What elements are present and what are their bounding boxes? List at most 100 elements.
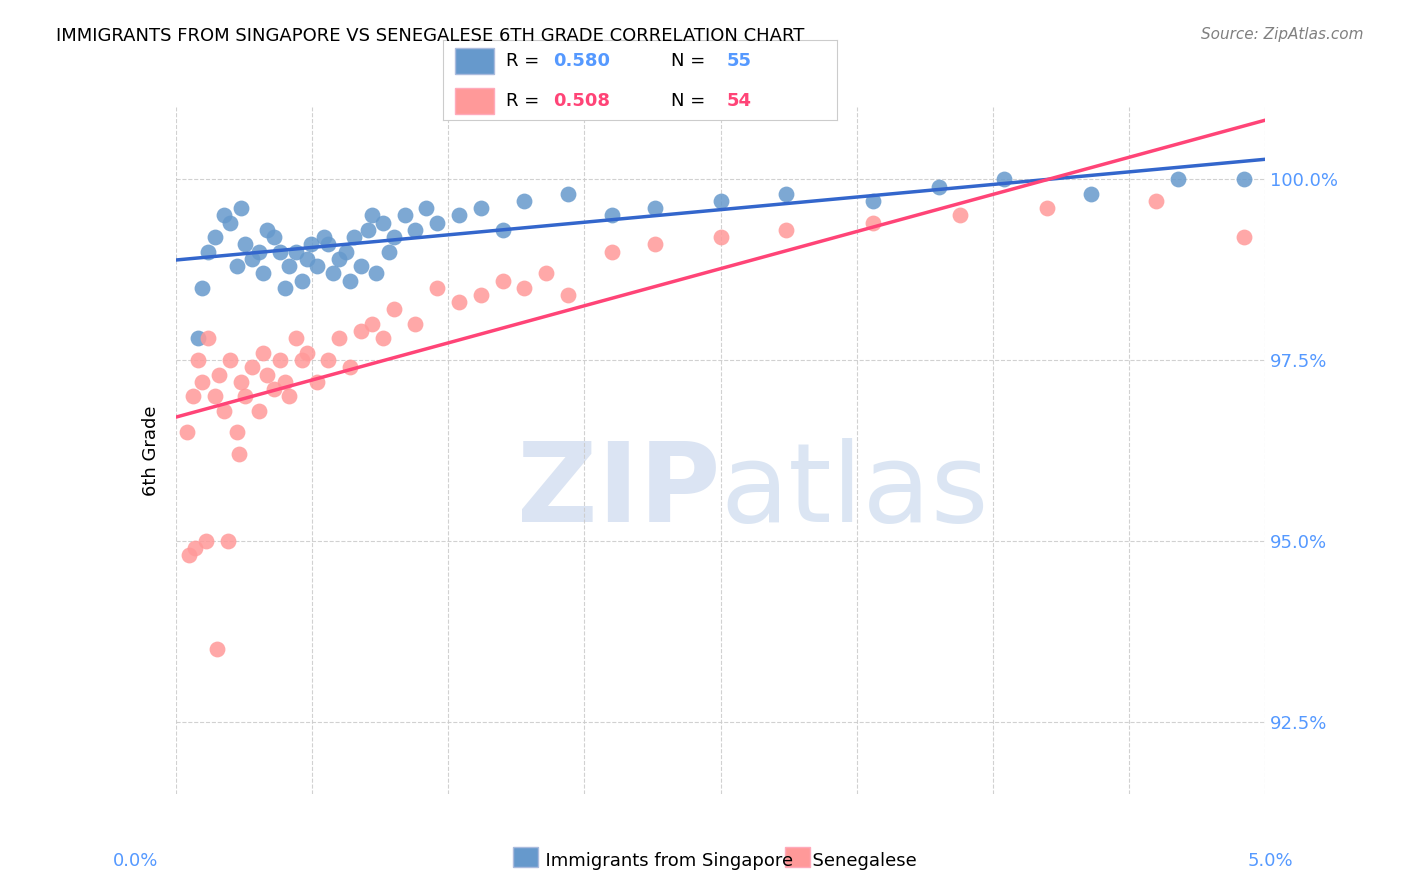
Point (240, 252, 263, 266)
Point (284, 331, 307, 345)
Point (312, 230, 335, 244)
Point (513, 194, 536, 208)
Text: Source: ZipAtlas.com: Source: ZipAtlas.com (1201, 27, 1364, 42)
Point (405, 223, 427, 237)
Point (600, 209, 623, 223)
Point (557, 186, 579, 201)
Point (186, 353, 209, 368)
Point (247, 403, 270, 417)
Point (231, 201, 253, 215)
Point (382, 302, 405, 317)
Point (328, 331, 350, 345)
Point (291, 353, 314, 368)
Text: ZIP: ZIP (517, 438, 721, 545)
Point (219, 353, 242, 368)
FancyBboxPatch shape (454, 88, 494, 114)
Text: R =: R = (506, 52, 546, 70)
Point (307, 259, 329, 273)
Point (205, 642, 228, 657)
Point (252, 346, 274, 360)
Point (470, 288, 492, 302)
Point (343, 230, 366, 244)
Text: 0.508: 0.508 (553, 92, 610, 110)
Point (177, 549, 200, 563)
Point (356, 223, 378, 237)
Point (928, 179, 950, 194)
Text: 5.0%: 5.0% (1249, 852, 1294, 870)
Point (204, 230, 226, 244)
Point (278, 259, 301, 273)
Point (1146, 194, 1168, 208)
Point (366, 266, 388, 280)
Point (240, 360, 263, 375)
Point (195, 533, 218, 548)
Point (513, 281, 536, 295)
Point (263, 382, 285, 396)
Point (949, 209, 972, 223)
Y-axis label: 6th Grade: 6th Grade (142, 405, 160, 496)
Point (295, 346, 318, 360)
Point (208, 368, 231, 382)
Point (600, 244, 623, 259)
Text: IMMIGRANTS FROM SINGAPORE VS SENEGALESE 6TH GRADE CORRELATION CHART: IMMIGRANTS FROM SINGAPORE VS SENEGALESE … (56, 27, 804, 45)
Point (470, 201, 492, 215)
Point (361, 317, 384, 331)
Point (184, 541, 207, 555)
Point (219, 216, 242, 230)
Point (176, 425, 198, 440)
Text: 0.580: 0.580 (553, 52, 610, 70)
Point (307, 375, 329, 389)
Point (1167, 172, 1189, 186)
Point (710, 230, 733, 244)
Point (197, 331, 219, 345)
Point (775, 186, 797, 201)
Point (644, 237, 666, 252)
Point (862, 194, 884, 208)
Point (269, 244, 291, 259)
Point (278, 389, 301, 403)
Point (217, 533, 239, 548)
Point (318, 353, 340, 368)
Point (231, 375, 253, 389)
Point (710, 194, 733, 208)
Point (228, 447, 250, 461)
Point (534, 266, 557, 280)
Text: 0.0%: 0.0% (112, 852, 157, 870)
Point (247, 244, 270, 259)
Point (492, 274, 515, 288)
Point (181, 389, 204, 403)
Point (1080, 186, 1102, 201)
Point (405, 317, 427, 331)
Point (225, 259, 247, 273)
Point (212, 209, 235, 223)
Text: R =: R = (506, 92, 546, 110)
Point (191, 375, 214, 389)
Text: N =: N = (671, 92, 711, 110)
Point (862, 216, 884, 230)
Point (449, 209, 471, 223)
Point (235, 389, 257, 403)
Point (339, 360, 361, 375)
Text: 55: 55 (727, 52, 751, 70)
Point (415, 201, 437, 215)
Point (361, 209, 384, 223)
Point (235, 237, 257, 252)
Text: N =: N = (671, 52, 711, 70)
Point (328, 252, 350, 266)
Point (350, 259, 373, 273)
Point (335, 244, 357, 259)
Point (426, 281, 449, 295)
Point (204, 389, 226, 403)
Point (197, 244, 219, 259)
Point (775, 223, 797, 237)
Point (252, 266, 274, 280)
Point (274, 281, 297, 295)
Text: Immigrants from Singapore: Immigrants from Singapore (534, 852, 793, 870)
Point (1233, 230, 1256, 244)
Point (186, 331, 209, 345)
Point (492, 223, 515, 237)
Point (371, 216, 394, 230)
Point (1233, 172, 1256, 186)
FancyBboxPatch shape (454, 48, 494, 74)
Point (644, 201, 666, 215)
